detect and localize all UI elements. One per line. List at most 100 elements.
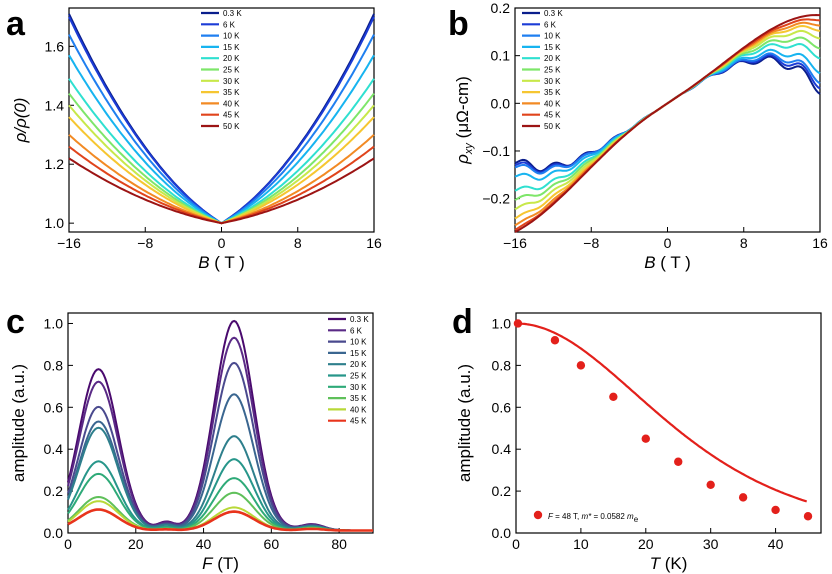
y-tick-label: 0.0 — [492, 525, 512, 541]
data-point — [576, 361, 586, 370]
x-axis-label: F (T) — [202, 554, 239, 573]
series-line-0.3K — [68, 13, 375, 225]
series-line-20K — [514, 42, 821, 192]
fit-curve — [517, 322, 808, 503]
legend-entry: 30 K — [223, 77, 240, 86]
x-tick-label: 16 — [366, 235, 382, 251]
legend-entry: 0.3 K — [350, 315, 369, 324]
y-tick-label: 0.4 — [492, 441, 512, 457]
x-tick-label: 0 — [64, 536, 72, 552]
legend-entry: 10 K — [350, 338, 367, 347]
x-tick-label: 0 — [664, 235, 672, 251]
legend-entry: 50 K — [223, 122, 240, 131]
data-point — [550, 336, 560, 345]
x-tick-label: −8 — [137, 235, 153, 251]
y-tick-label: 0.6 — [492, 399, 512, 415]
legend-me: m — [627, 512, 634, 521]
x-tick-label: 8 — [740, 235, 748, 251]
x-tick-label: 40 — [196, 536, 212, 552]
legend-entry: 6 K — [223, 20, 236, 29]
legend-entry: 35 K — [350, 394, 367, 403]
y-tick-label: 0.8 — [492, 357, 512, 373]
panel-d: 0 10 20 30 40 0.0 0.2 0.4 0.6 0.8 1.0 d T (K) amplitu… — [452, 303, 822, 573]
legend-entry: 30 K — [544, 77, 561, 86]
legend-entry: 6 K — [350, 326, 363, 335]
data-point — [641, 434, 650, 443]
y-tick-label: 1.0 — [492, 315, 512, 331]
legend-entry: 45 K — [544, 111, 561, 120]
legend-entry: 20 K — [544, 54, 561, 63]
legend-entry: 0.3 K — [223, 9, 242, 18]
data-point — [803, 512, 813, 521]
x-axis-label: B ( T ) — [198, 253, 245, 272]
y-tick-label: 1.2 — [45, 156, 65, 172]
legend-entry: F = 48 T, m* = 0.0582 me — [548, 512, 639, 524]
series-line-25K — [67, 458, 373, 532]
y-tick-label: −0.2 — [482, 191, 510, 207]
legend-entry: 25 K — [544, 66, 561, 75]
legend-entry: 15 K — [544, 43, 561, 52]
legend-entry: 15 K — [350, 349, 367, 358]
legend-entry: 25 K — [350, 372, 367, 381]
x-tick-label: 0 — [512, 536, 520, 552]
x-axis-var: T — [650, 554, 662, 573]
panel-c: 0 20 40 60 80 0.0 0.2 0.4 0.6 0.8 1.0 c F (T) amplitu… — [6, 303, 374, 573]
series-line-10K — [514, 52, 821, 175]
x-tick-label: 20 — [128, 536, 144, 552]
x-tick-label: 8 — [294, 235, 302, 251]
legend-entry: 6 K — [544, 20, 557, 29]
data-point — [706, 480, 715, 490]
x-axis-unit: (K) — [660, 554, 687, 573]
series-line-25K — [514, 36, 821, 201]
legend-m: m* — [581, 512, 592, 521]
y-axis-label: amplitude (a.u.) — [455, 364, 474, 482]
legend-entry: 40 K — [544, 99, 561, 108]
y-tick-label: 1.0 — [45, 215, 65, 231]
x-axis-var: F — [202, 554, 214, 573]
x-axis-unit: ( T ) — [656, 253, 691, 272]
legend-marker — [533, 510, 543, 520]
data-point — [609, 392, 618, 402]
x-axis-unit: ( T ) — [210, 253, 245, 272]
series-line-30K — [68, 104, 375, 225]
series-line-15K — [514, 48, 821, 181]
series-line-10K — [68, 34, 375, 225]
panel-label: b — [448, 5, 469, 43]
x-axis-unit: (T) — [212, 554, 238, 573]
series-line-50K — [68, 157, 375, 225]
y-tick-label: −0.1 — [482, 143, 510, 159]
legend-entry: 40 K — [223, 99, 240, 108]
data-point — [674, 457, 683, 466]
legend-entry: 20 K — [223, 54, 240, 63]
x-tick-label: 30 — [703, 536, 719, 552]
y-tick-label: 0.0 — [491, 95, 511, 111]
y-tick-label: 0.2 — [491, 0, 511, 16]
x-axis-var: B — [644, 253, 655, 272]
y-tick-label: 1.0 — [44, 315, 64, 331]
y-tick-label: 0.2 — [492, 483, 512, 499]
x-tick-label: 40 — [768, 536, 784, 552]
x-tick-label: 0 — [218, 235, 226, 251]
series-line-45K — [67, 508, 373, 532]
legend-entry: 35 K — [223, 88, 240, 97]
legend-entry: 15 K — [223, 43, 240, 52]
y-tick-label: 0.4 — [44, 441, 64, 457]
y-tick-label: 0.1 — [491, 48, 511, 64]
y-tick-label: 1.6 — [45, 38, 65, 54]
series-line-50K — [514, 13, 820, 233]
y-tick-label: 1.4 — [45, 97, 65, 113]
y-tick-label: 0.8 — [44, 357, 64, 373]
y-axis-label: amplitude (a.u.) — [9, 364, 28, 482]
y-tick-label: 0.2 — [44, 483, 64, 499]
legend-entry: 35 K — [544, 88, 561, 97]
legend-entry: 25 K — [223, 66, 240, 75]
x-tick-label: 60 — [264, 536, 280, 552]
y-axis-var: ρ — [453, 154, 472, 165]
legend-entry: 10 K — [223, 32, 240, 41]
legend-entry: 10 K — [544, 32, 561, 41]
panel-label: c — [6, 303, 25, 341]
legend-entry: 45 K — [350, 417, 367, 426]
panel-a: −16 −8 0 8 16 1.0 1.2 1.4 1.6 a B ( T ) ρ/ρ(0) 0.3 K… — [6, 5, 382, 272]
series-line-6K — [68, 16, 375, 225]
series-line-0.3K — [514, 55, 821, 173]
